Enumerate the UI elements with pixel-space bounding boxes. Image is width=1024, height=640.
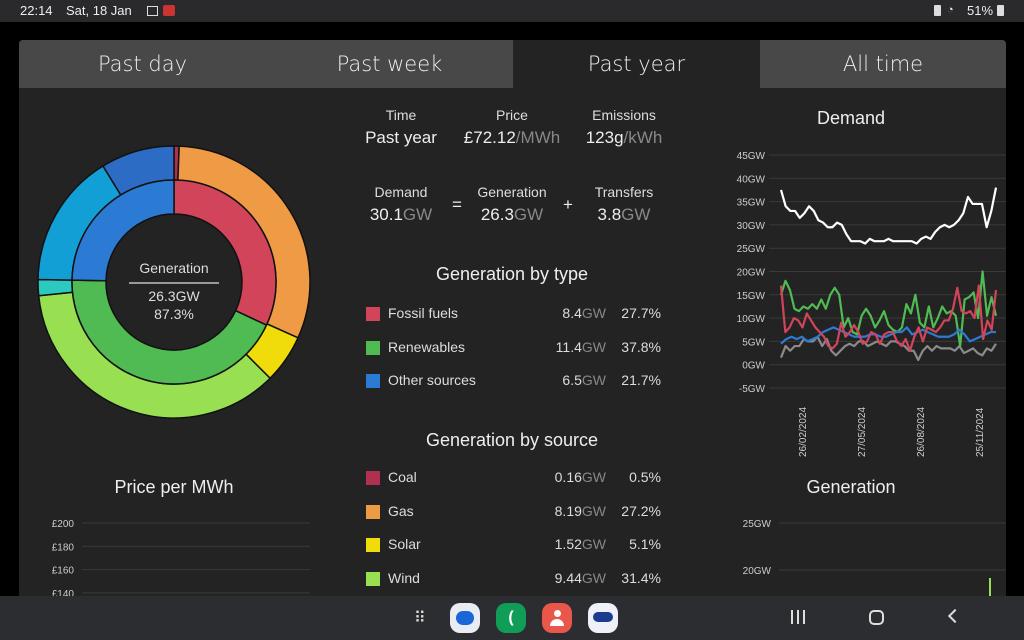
energy-dashboard: Past day Past week Past year All time Ge…	[19, 40, 1006, 596]
y-tick-label: 10GW	[737, 314, 766, 325]
row-value: 11.4GW	[555, 338, 606, 355]
transfers-label: Transfers	[594, 184, 654, 200]
home-button[interactable]	[869, 610, 884, 625]
demand-chart: 45GW 40GW 35GW 30GW 25GW 20GW 15GW 10GW 5GW 0GW -5…	[737, 151, 1006, 457]
status-bar: 22:14 Sat, 18 Jan ◔ 51%	[0, 0, 1024, 22]
battery-icon	[997, 5, 1004, 16]
color-swatch	[366, 340, 380, 355]
tsb-business-app-icon[interactable]	[588, 603, 618, 633]
y-tick-label: 45GW	[737, 151, 766, 162]
messages-app-icon[interactable]	[450, 603, 480, 633]
y-tick-label: 40GW	[737, 174, 766, 185]
series-line-transfers	[779, 335, 997, 362]
y-tick-label: £140	[52, 589, 75, 596]
equals-sign: =	[452, 195, 462, 214]
price-label: Price	[496, 107, 528, 123]
x-tick-label: 26/08/2024	[916, 407, 927, 457]
row-value: 8.19GW	[554, 502, 606, 519]
y-tick-label: 25GW	[737, 244, 766, 255]
generation-label: Generation	[477, 184, 547, 200]
tab-past-week[interactable]: Past week	[266, 40, 513, 88]
x-tick-label: 27/05/2024	[857, 407, 868, 457]
app-notification-icon	[163, 5, 175, 16]
tab-past-year[interactable]: Past year	[513, 40, 760, 88]
time-label: Time	[385, 107, 417, 123]
y-tick-label: 15GW	[737, 291, 766, 302]
donut-center-percent: 87.3%	[154, 306, 194, 322]
y-tick-label: -5GW	[739, 384, 766, 395]
contacts-app-icon[interactable]	[542, 603, 572, 633]
y-tick-label: 20GW	[737, 268, 766, 279]
generation-chart-title: Generation	[806, 477, 896, 497]
color-swatch	[366, 504, 380, 519]
price-chart-title: Price per MWh	[114, 477, 234, 497]
y-tick-label: 30GW	[737, 221, 766, 232]
donut-center-value: 26.3GW	[148, 288, 200, 304]
battery-saver-icon	[934, 5, 941, 16]
donut-inner-segment	[71, 279, 268, 385]
plus-sign: +	[563, 195, 573, 214]
legend-row-other-sources: Other sources 6.5GW 21.7%	[366, 371, 661, 391]
legend-row-fossil-fuels: Fossil fuels 8.4GW 27.7%	[366, 304, 661, 324]
battery-percent: 51%	[967, 3, 994, 18]
row-value: 0.16GW	[554, 469, 606, 485]
demand-value: 30.1GW	[369, 205, 433, 224]
series-line-renewables	[779, 270, 998, 348]
app-drawer-icon[interactable]: ⠿	[414, 610, 426, 627]
row-value: 9.44GW	[554, 570, 606, 587]
series-line-fossil	[779, 284, 998, 352]
row-value: 8.4GW	[562, 305, 606, 321]
color-swatch	[366, 471, 380, 485]
y-tick-label: 25GW	[743, 519, 772, 530]
color-swatch	[366, 307, 380, 321]
y-tick-label: £180	[52, 542, 75, 553]
donut-center-label: Generation	[139, 260, 209, 276]
donut-inner-segment	[71, 179, 175, 282]
time-value: Past year	[365, 128, 437, 147]
y-tick-label: 35GW	[737, 198, 766, 209]
color-swatch	[366, 538, 380, 553]
generation-value: 26.3GW	[480, 205, 544, 224]
emissions-value: 123g/kWh	[585, 128, 663, 147]
demand-label: Demand	[374, 184, 428, 200]
generation-donut-chart	[37, 145, 311, 419]
generation-by-type-title: Generation by type	[435, 264, 589, 284]
color-swatch	[366, 572, 380, 587]
donut-outer-segment	[37, 278, 74, 297]
y-tick-label: 5GW	[742, 337, 765, 348]
legend-row-wind: Wind 9.44GW 31.4%	[366, 569, 661, 589]
transfers-value: 3.8GW	[597, 205, 651, 224]
y-tick-label: 20GW	[743, 566, 772, 577]
series-line-other	[780, 326, 996, 345]
x-tick-label: 25/11/2024	[975, 407, 986, 457]
y-tick-label: 0GW	[742, 361, 765, 372]
x-tick-label: 26/02/2024	[798, 407, 809, 457]
series-line-demand	[779, 187, 998, 245]
legend-row-renewables: Renewables 11.4GW 37.8%	[366, 338, 661, 358]
y-tick-label: £160	[52, 566, 75, 577]
tab-all-time[interactable]: All time	[760, 40, 1006, 88]
emissions-label: Emissions	[592, 107, 656, 123]
color-swatch	[366, 374, 380, 389]
row-value: 6.5GW	[562, 372, 606, 389]
gallery-icon	[147, 6, 158, 16]
generation-chart: 25GW 20GW	[743, 519, 1006, 596]
clock: 22:14	[20, 3, 53, 18]
legend-row-coal: Coal 0.16GW 0.5%	[366, 468, 661, 488]
row-value: 1.52GW	[554, 536, 606, 553]
y-tick-label: £200	[52, 519, 75, 530]
date: Sat, 18 Jan	[66, 3, 132, 18]
donut-inner-segment	[173, 179, 277, 327]
legend-row-solar: Solar 1.52GW 5.1%	[366, 535, 661, 555]
recent-apps-button[interactable]	[791, 610, 805, 624]
generation-by-source-title: Generation by source	[425, 430, 599, 450]
legend-row-gas: Gas 8.19GW 27.2%	[366, 502, 661, 522]
price-value: £72.12/MWh	[463, 128, 561, 147]
donut-divider	[129, 282, 219, 284]
wifi-icon: ◔	[947, 4, 954, 16]
price-chart: £200 £180 £160 £140	[52, 519, 310, 596]
tab-past-day[interactable]: Past day	[19, 40, 266, 88]
demand-chart-title: Demand	[816, 108, 886, 128]
phone-app-icon[interactable]: (	[496, 603, 526, 633]
